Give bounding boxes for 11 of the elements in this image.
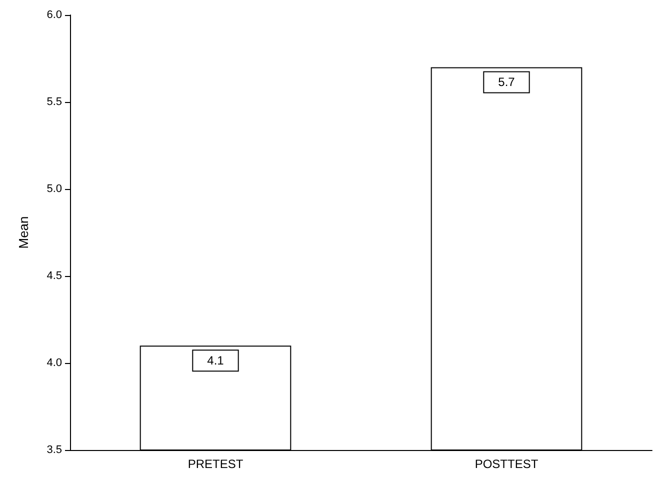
y-tick-label: 5.0	[46, 183, 62, 195]
y-tick-label: 4.0	[46, 357, 62, 369]
x-tick-label: PRETEST	[188, 457, 244, 471]
y-tick-label: 3.5	[46, 444, 62, 456]
y-tick-label: 4.5	[46, 270, 62, 282]
data-label: 4.1	[207, 354, 224, 368]
y-tick-label: 5.5	[46, 96, 62, 108]
data-label: 5.7	[498, 75, 516, 90]
x-tick-label: POSTTEST	[474, 457, 539, 471]
y-axis-title: Mean	[16, 216, 31, 249]
y-tick-label: 6.0	[46, 9, 62, 21]
